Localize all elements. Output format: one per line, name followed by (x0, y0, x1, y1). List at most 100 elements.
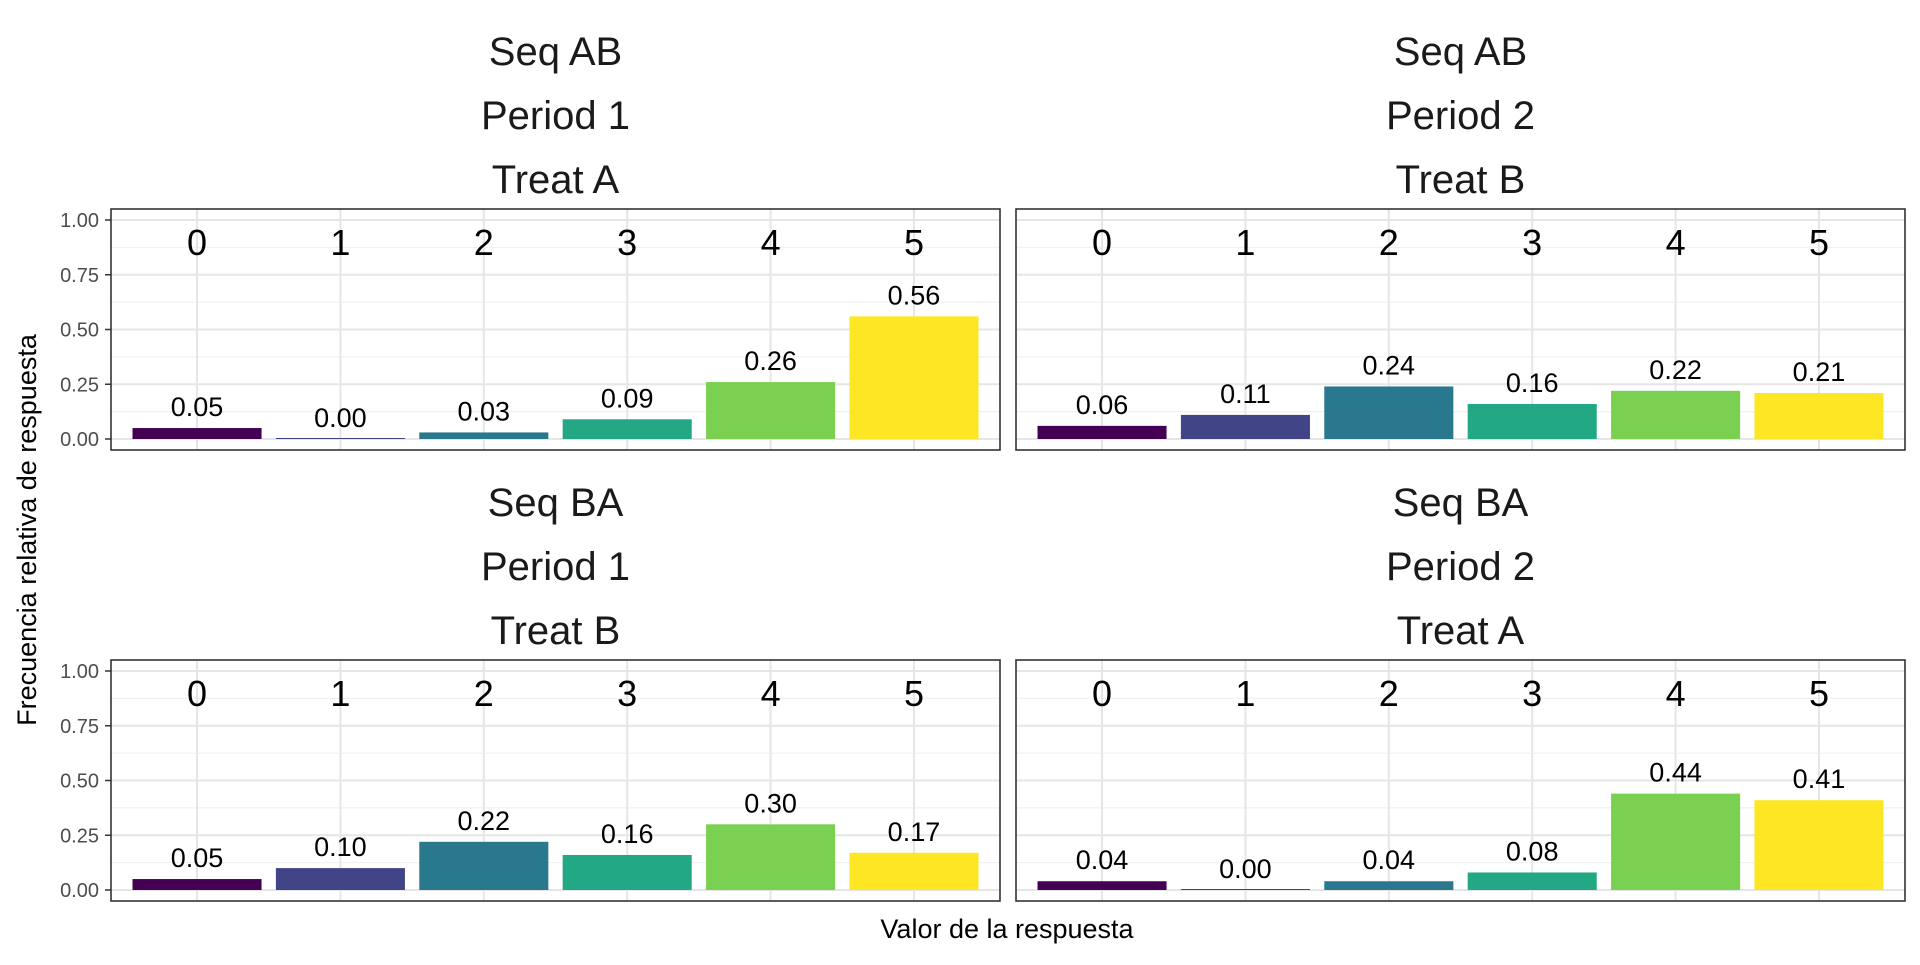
y-tick-label: 1.00 (60, 210, 99, 232)
facet-title-line: Treat A (492, 158, 620, 202)
bar (419, 432, 549, 439)
bar (706, 824, 836, 890)
bar-value-label: 0.17 (888, 817, 941, 847)
category-label: 1 (1235, 673, 1255, 714)
bar (132, 879, 262, 890)
bar (1037, 425, 1167, 439)
bar-value-label: 0.26 (744, 346, 797, 376)
bar-value-label: 0.03 (458, 396, 511, 426)
facet-title-line: Period 2 (1386, 545, 1535, 589)
bar-value-label: 0.24 (1363, 350, 1416, 380)
bar (275, 438, 405, 439)
bar (849, 852, 979, 890)
bar-value-label: 0.21 (1793, 357, 1846, 387)
bar-value-label: 0.09 (601, 383, 654, 413)
category-label: 4 (1666, 673, 1686, 714)
category-label: 0 (1092, 673, 1112, 714)
bar-value-label: 0.06 (1076, 390, 1129, 420)
bar (275, 868, 405, 890)
y-tick-label: 0.75 (60, 265, 99, 287)
bar (132, 428, 262, 439)
bar-value-label: 0.05 (171, 843, 224, 873)
bar (706, 382, 836, 439)
category-label: 4 (1666, 222, 1686, 263)
bar-value-label: 0.10 (314, 832, 367, 862)
facet-title-line: Treat B (1396, 158, 1526, 202)
bar-value-label: 0.56 (888, 280, 941, 310)
bar (1324, 386, 1454, 439)
bar-value-label: 0.16 (1506, 368, 1559, 398)
y-tick-label: 0.00 (60, 880, 99, 902)
category-label: 3 (1522, 673, 1542, 714)
x-axis-title: Valor de la respuesta (880, 914, 1134, 944)
category-label: 4 (761, 673, 781, 714)
category-label: 0 (187, 673, 207, 714)
category-label: 5 (904, 673, 924, 714)
bar (1324, 881, 1454, 890)
facet-title-line: Treat A (1397, 609, 1525, 653)
y-tick-label: 0.00 (60, 429, 99, 451)
bar (1180, 414, 1310, 439)
category-label: 3 (617, 222, 637, 263)
y-tick-label: 0.75 (60, 716, 99, 738)
bar (1754, 800, 1884, 890)
category-label: 5 (904, 222, 924, 263)
category-label: 2 (474, 673, 494, 714)
bar-value-label: 0.44 (1649, 758, 1702, 788)
panel-border (110, 659, 1001, 902)
bar (562, 854, 692, 890)
category-label: 0 (1092, 222, 1112, 263)
category-label: 4 (761, 222, 781, 263)
bar-value-label: 0.04 (1363, 845, 1416, 875)
facet-title-line: Seq AB (1394, 30, 1527, 74)
category-label: 2 (1379, 673, 1399, 714)
bar-value-label: 0.16 (601, 819, 654, 849)
panel-border (110, 208, 1001, 451)
bar (1611, 390, 1741, 439)
category-label: 2 (1379, 222, 1399, 263)
bar-value-label: 0.11 (1220, 379, 1271, 409)
facet-title-line: Treat B (491, 609, 621, 653)
y-tick-label: 0.50 (60, 320, 99, 342)
category-label: 5 (1809, 673, 1829, 714)
y-tick-label: 0.25 (60, 374, 99, 396)
facet-title-line: Period 1 (481, 545, 630, 589)
bar-value-label: 0.00 (314, 403, 367, 433)
category-label: 3 (1522, 222, 1542, 263)
bar (1754, 393, 1884, 439)
bar-value-label: 0.22 (1649, 355, 1702, 385)
facet-title-line: Seq BA (488, 481, 624, 525)
y-tick-label: 0.50 (60, 771, 99, 793)
bar-value-label: 0.05 (171, 392, 224, 422)
category-label: 5 (1809, 222, 1829, 263)
panel-border (1015, 208, 1906, 451)
category-label: 2 (474, 222, 494, 263)
category-label: 0 (187, 222, 207, 263)
bar (562, 419, 692, 439)
bar (1467, 872, 1597, 890)
bar (419, 841, 549, 890)
bar-value-label: 0.41 (1793, 764, 1846, 794)
category-label: 1 (330, 222, 350, 263)
y-axis-title: Frecuencia relativa de respuesta (12, 333, 42, 726)
bar-value-label: 0.30 (744, 788, 797, 818)
facet-title-line: Period 1 (481, 94, 630, 138)
facet-title-line: Seq BA (1393, 481, 1529, 525)
category-label: 1 (1235, 222, 1255, 263)
bar-value-label: 0.08 (1506, 836, 1559, 866)
bar-value-label: 0.04 (1076, 845, 1129, 875)
y-tick-label: 0.25 (60, 825, 99, 847)
panel-border (1015, 659, 1906, 902)
y-tick-label: 1.00 (60, 661, 99, 683)
bar (1467, 403, 1597, 439)
bar (849, 316, 979, 439)
category-label: 3 (617, 673, 637, 714)
category-label: 1 (330, 673, 350, 714)
bar (1037, 881, 1167, 890)
bar (1611, 793, 1741, 890)
bar-value-label: 0.00 (1219, 854, 1272, 884)
facet-title-line: Period 2 (1386, 94, 1535, 138)
bar-value-label: 0.22 (458, 806, 511, 836)
